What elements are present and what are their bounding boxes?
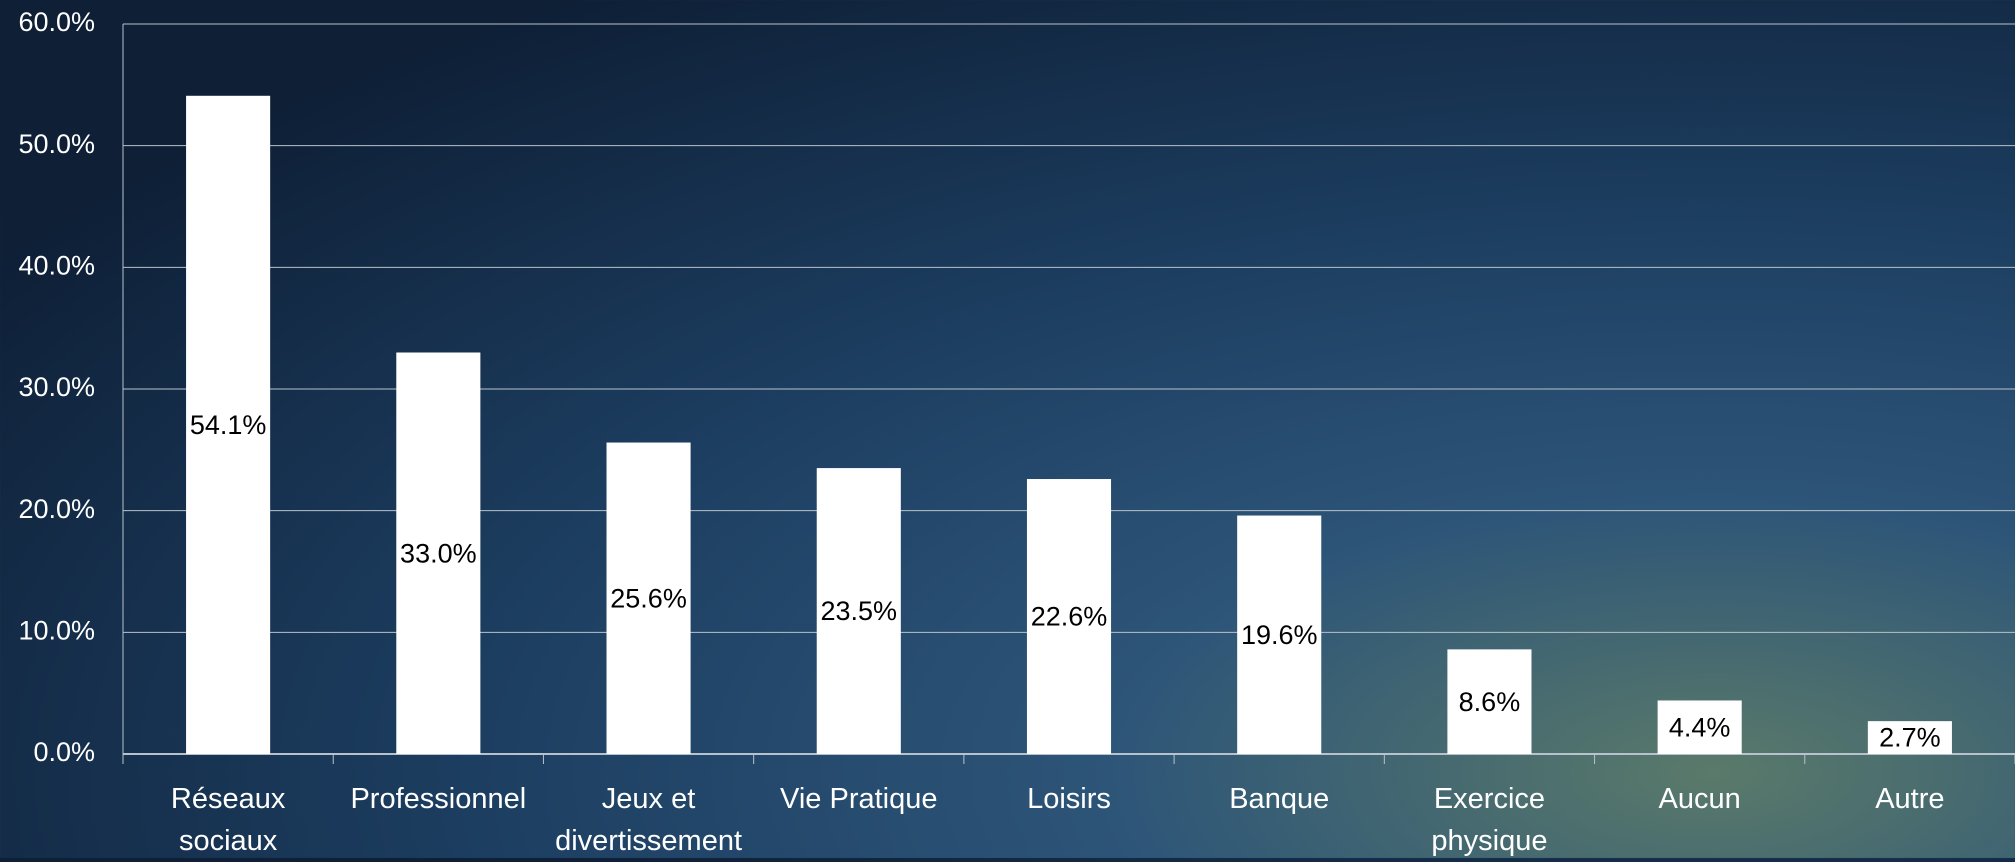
y-tick-label: 0.0% — [33, 737, 95, 767]
x-tick-label: Banque — [1184, 778, 1374, 820]
x-tick-label: Exercice physique — [1394, 778, 1584, 862]
y-tick-label: 20.0% — [18, 494, 95, 524]
data-label: 19.6% — [1241, 620, 1318, 650]
data-label: 54.1% — [190, 410, 267, 440]
x-tick-label: Aucun — [1605, 778, 1795, 820]
y-tick-label: 60.0% — [18, 7, 95, 37]
y-tick-label: 50.0% — [18, 129, 95, 159]
x-tick-label: Réseaux sociaux — [133, 778, 323, 862]
chart: 0.0% 10.0% 20.0% 30.0% 40.0% 50.0% 60.0% 54.1% 3… — [0, 0, 2015, 858]
y-tick-label: 30.0% — [18, 372, 95, 402]
x-tick-label: Autre — [1815, 778, 2005, 820]
data-label: 23.5% — [820, 596, 897, 626]
data-label: 4.4% — [1669, 712, 1731, 742]
data-label: 33.0% — [400, 538, 477, 568]
x-tick-label: Loisirs — [974, 778, 1164, 820]
y-tick-label: 10.0% — [18, 615, 95, 645]
data-label: 2.7% — [1879, 723, 1941, 753]
y-tick-label: 40.0% — [18, 250, 95, 280]
x-tick-label: Vie Pratique — [764, 778, 954, 820]
data-label: 8.6% — [1459, 687, 1521, 717]
x-tick-label: Professionnel — [343, 778, 533, 820]
data-label: 22.6% — [1031, 602, 1108, 632]
page: 0.0% 10.0% 20.0% 30.0% 40.0% 50.0% 60.0% 54.1% 3… — [0, 0, 2015, 858]
data-label: 25.6% — [610, 583, 687, 613]
x-tick-label: Jeux et divertissement — [554, 778, 744, 862]
